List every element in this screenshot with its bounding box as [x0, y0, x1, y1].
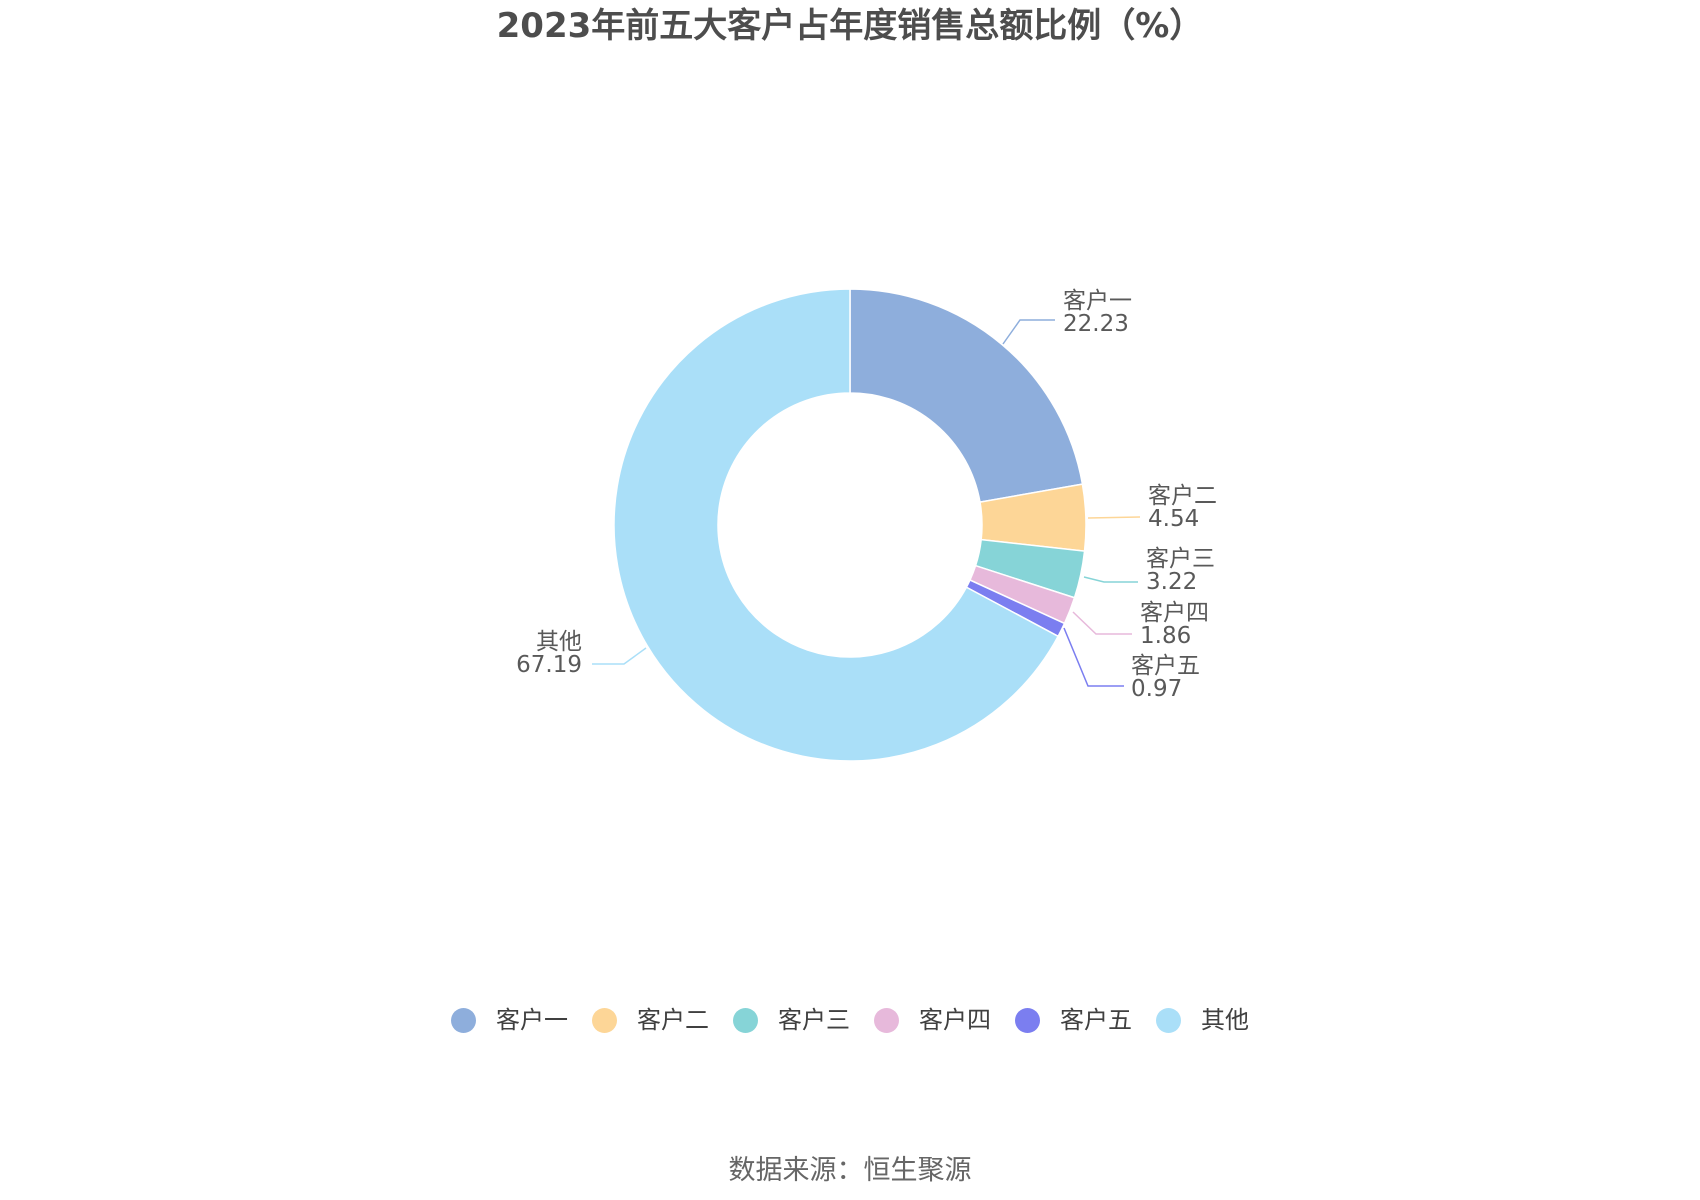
donut-slice[interactable]: [849, 288, 1084, 503]
legend-label: 客户三: [778, 1006, 850, 1034]
chart-title: 2023年前五大客户占年度销售总额比例（%）: [496, 6, 1204, 46]
leader-line: [1063, 627, 1124, 687]
legend-marker: [592, 1007, 617, 1033]
legend-item[interactable]: 客户一: [451, 1005, 568, 1035]
slice-value-label: 3.22: [1146, 569, 1197, 595]
legend-label: 客户四: [919, 1006, 991, 1034]
slice-category-label: 客户一: [1063, 288, 1132, 314]
slice-category-label: 客户二: [1148, 483, 1217, 509]
legend-marker: [1015, 1007, 1040, 1033]
slice-value-label: 0.97: [1131, 676, 1182, 702]
legend-marker: [733, 1007, 758, 1033]
slice-value-label: 1.86: [1140, 623, 1191, 649]
leader-line: [1087, 516, 1141, 519]
donut-slices: [613, 288, 1087, 762]
slice-category-label: 其他: [536, 629, 582, 655]
chart-legend: 客户一 客户二 客户三 客户四 客户五 其他: [0, 1005, 1700, 1035]
legend-label: 客户二: [637, 1006, 709, 1034]
legend-item[interactable]: 客户五: [1015, 1005, 1132, 1035]
data-source-note: 数据来源：恒生聚源: [728, 1155, 972, 1186]
legend-item[interactable]: 客户二: [592, 1005, 709, 1035]
leader-line: [1083, 576, 1138, 583]
slice-value-label: 67.19: [516, 652, 582, 678]
legend-label: 客户五: [1060, 1006, 1132, 1034]
slice-value-label: 4.54: [1148, 506, 1199, 532]
legend-label: 客户一: [496, 1006, 568, 1034]
slice-value-label: 22.23: [1063, 311, 1129, 337]
legend-marker: [874, 1007, 899, 1033]
leader-line: [1002, 319, 1055, 345]
leader-line: [592, 647, 647, 665]
legend-item[interactable]: 其他: [1156, 1005, 1249, 1035]
leader-line: [1072, 611, 1132, 635]
legend-label: 其他: [1201, 1006, 1249, 1034]
legend-marker: [451, 1007, 476, 1033]
legend-item[interactable]: 客户三: [733, 1005, 850, 1035]
slice-category-label: 客户五: [1131, 653, 1200, 679]
legend-item[interactable]: 客户四: [874, 1005, 991, 1035]
donut-slice[interactable]: [613, 288, 1060, 762]
label-leader-lines: [592, 319, 1141, 687]
slice-category-label: 客户四: [1140, 600, 1209, 626]
legend-marker: [1156, 1007, 1181, 1033]
slice-category-label: 客户三: [1146, 546, 1215, 572]
